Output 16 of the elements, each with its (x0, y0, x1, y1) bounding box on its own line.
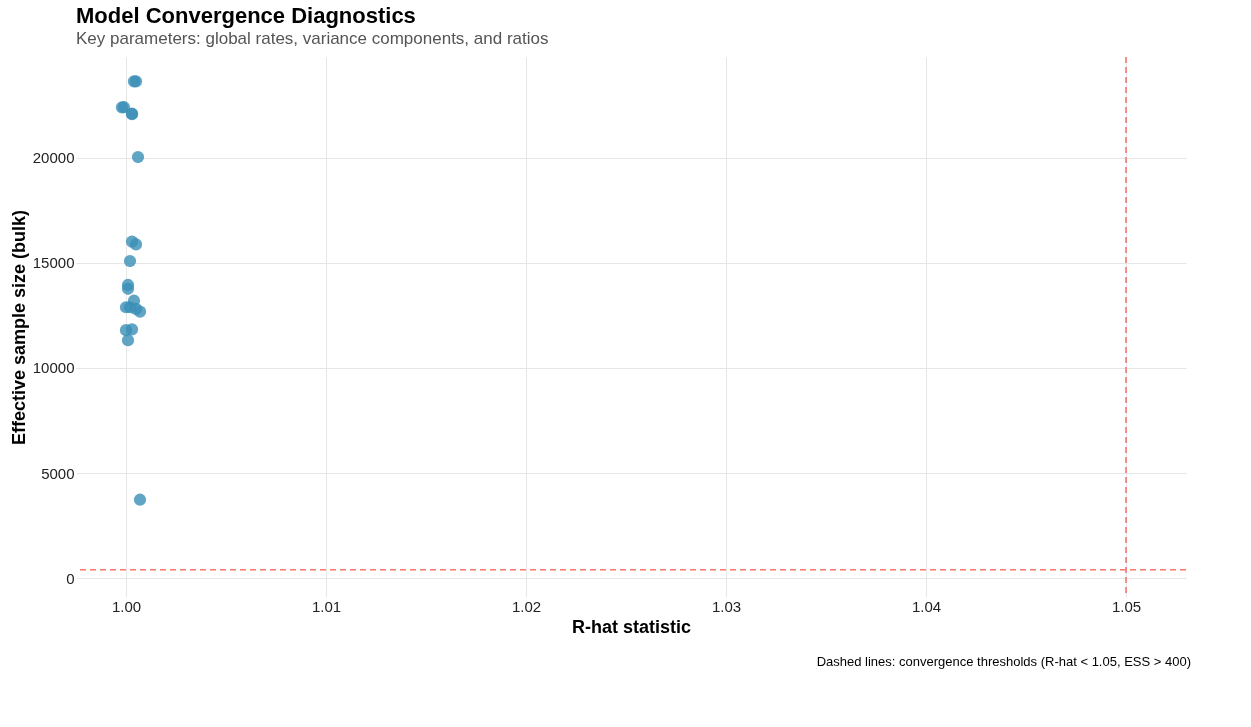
chart-subtitle: Key parameters: global rates, variance components, and ratios (76, 29, 549, 49)
x-tick-label: 1.04 (911, 597, 942, 615)
x-tick-label: 1.00 (111, 597, 142, 615)
x-tick-label: 1.02 (511, 597, 542, 615)
y-axis-title: Effective sample size (bulk) (8, 209, 29, 446)
y-tick-label: 10000 (32, 359, 75, 377)
x-tick-label: 1.03 (711, 597, 742, 615)
y-tick-label: 20000 (32, 149, 75, 167)
text: Dashed lines: convergence thresholds (R-hat < 1.05, ESS > 400) (816, 654, 1191, 669)
x-tick-label: 1.01 (311, 597, 342, 615)
x-tick-label: 1.05 (1111, 597, 1142, 615)
y-tick-label: 0 (66, 569, 75, 587)
y-tick-label: 5000 (41, 464, 75, 482)
y-tick-label: 15000 (32, 254, 75, 272)
x-axis-title: R-hat statistic (571, 616, 692, 637)
chart-title: Model Convergence Diagnostics (76, 3, 416, 29)
